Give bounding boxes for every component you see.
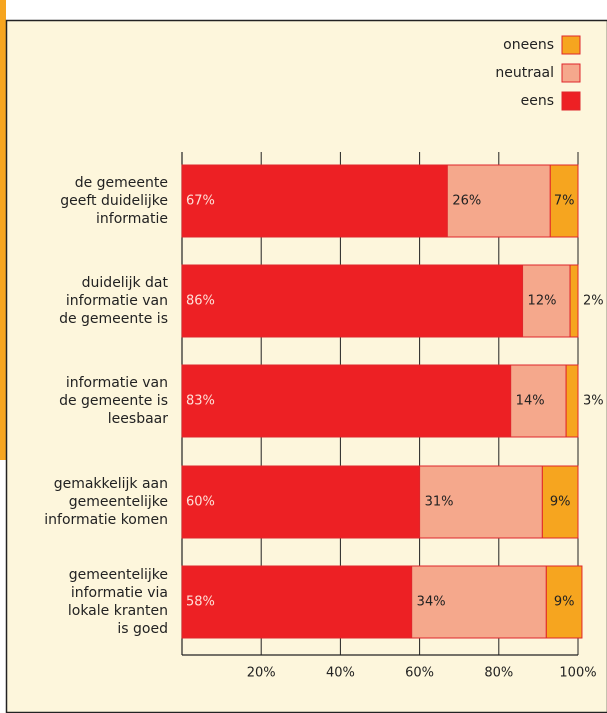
bar-segment: [549, 164, 579, 238]
category-line: informatie van: [66, 293, 168, 309]
category-label: informatie van de gemeente is leesbaar: [59, 375, 168, 427]
x-tick-label: 20%: [247, 666, 276, 681]
category-line: is goed: [117, 621, 168, 637]
legend-label: oneens: [503, 37, 554, 53]
category-line: leesbaar: [108, 411, 168, 427]
value-label: 67%: [186, 194, 215, 209]
value-label: 83%: [186, 394, 215, 409]
category-line: de gemeente is: [59, 311, 168, 327]
value-label: 34%: [417, 595, 446, 610]
category-line: informatie komen: [44, 512, 168, 528]
value-label: 58%: [186, 595, 215, 610]
category-line: lokale kranten: [68, 603, 168, 619]
bar-segment: [545, 565, 583, 639]
bar-segment: [181, 465, 421, 539]
x-tick-label: 40%: [326, 666, 355, 681]
category-label: duidelijk dat informatie van de gemeente i…: [59, 275, 168, 327]
category-line: gemeentelijke: [69, 567, 168, 583]
legend-swatch: [561, 91, 581, 111]
bar-segment: [446, 164, 551, 238]
value-label: 60%: [186, 495, 215, 510]
bar-segment: [181, 164, 448, 238]
side-strip: [0, 0, 6, 460]
value-label: 7%: [554, 194, 575, 209]
category-line: de gemeente is: [59, 393, 168, 409]
category-label: gemeentelijke informatie via lokale krante…: [68, 567, 168, 637]
bar-segment: [181, 565, 413, 639]
x-tick-label: 100%: [559, 666, 596, 681]
category-label: gemakkelijk aan gemeentelijke informatie k…: [44, 476, 168, 528]
category-line: informatie: [96, 211, 168, 227]
value-label: 86%: [186, 294, 215, 309]
value-label: 31%: [425, 495, 454, 510]
category-line: de gemeente: [75, 175, 168, 191]
legend-swatch: [561, 63, 581, 83]
bar-segment: [541, 465, 579, 539]
category-line: gemakkelijk aan: [54, 476, 168, 492]
bar-segment: [565, 364, 579, 438]
x-tick-label: 80%: [484, 666, 513, 681]
bar-segment: [181, 264, 524, 338]
legend-label: neutraal: [495, 65, 554, 81]
value-label: 14%: [516, 394, 545, 409]
legend-swatch: [561, 35, 581, 55]
value-label: 2%: [583, 294, 604, 309]
bar-segment: [569, 264, 579, 338]
bar-segment: [522, 264, 571, 338]
category-line: gemeentelijke: [69, 494, 168, 510]
legend-label: eens: [521, 93, 554, 109]
bar-segment: [181, 364, 512, 438]
value-label: 9%: [554, 595, 575, 610]
value-label: 3%: [583, 394, 604, 409]
bar-segment: [419, 465, 543, 539]
category-line: duidelijk dat: [82, 275, 169, 291]
category-line: geeft duidelijke: [60, 193, 168, 209]
value-label: 26%: [452, 194, 481, 209]
value-label: 9%: [550, 495, 571, 510]
category-line: informatie via: [71, 585, 168, 601]
value-label: 12%: [528, 294, 557, 309]
bar-segment: [510, 364, 567, 438]
x-tick-label: 60%: [405, 666, 434, 681]
category-line: informatie van: [66, 375, 168, 391]
category-label: de gemeente geeft duidelijke informatie: [60, 175, 168, 227]
